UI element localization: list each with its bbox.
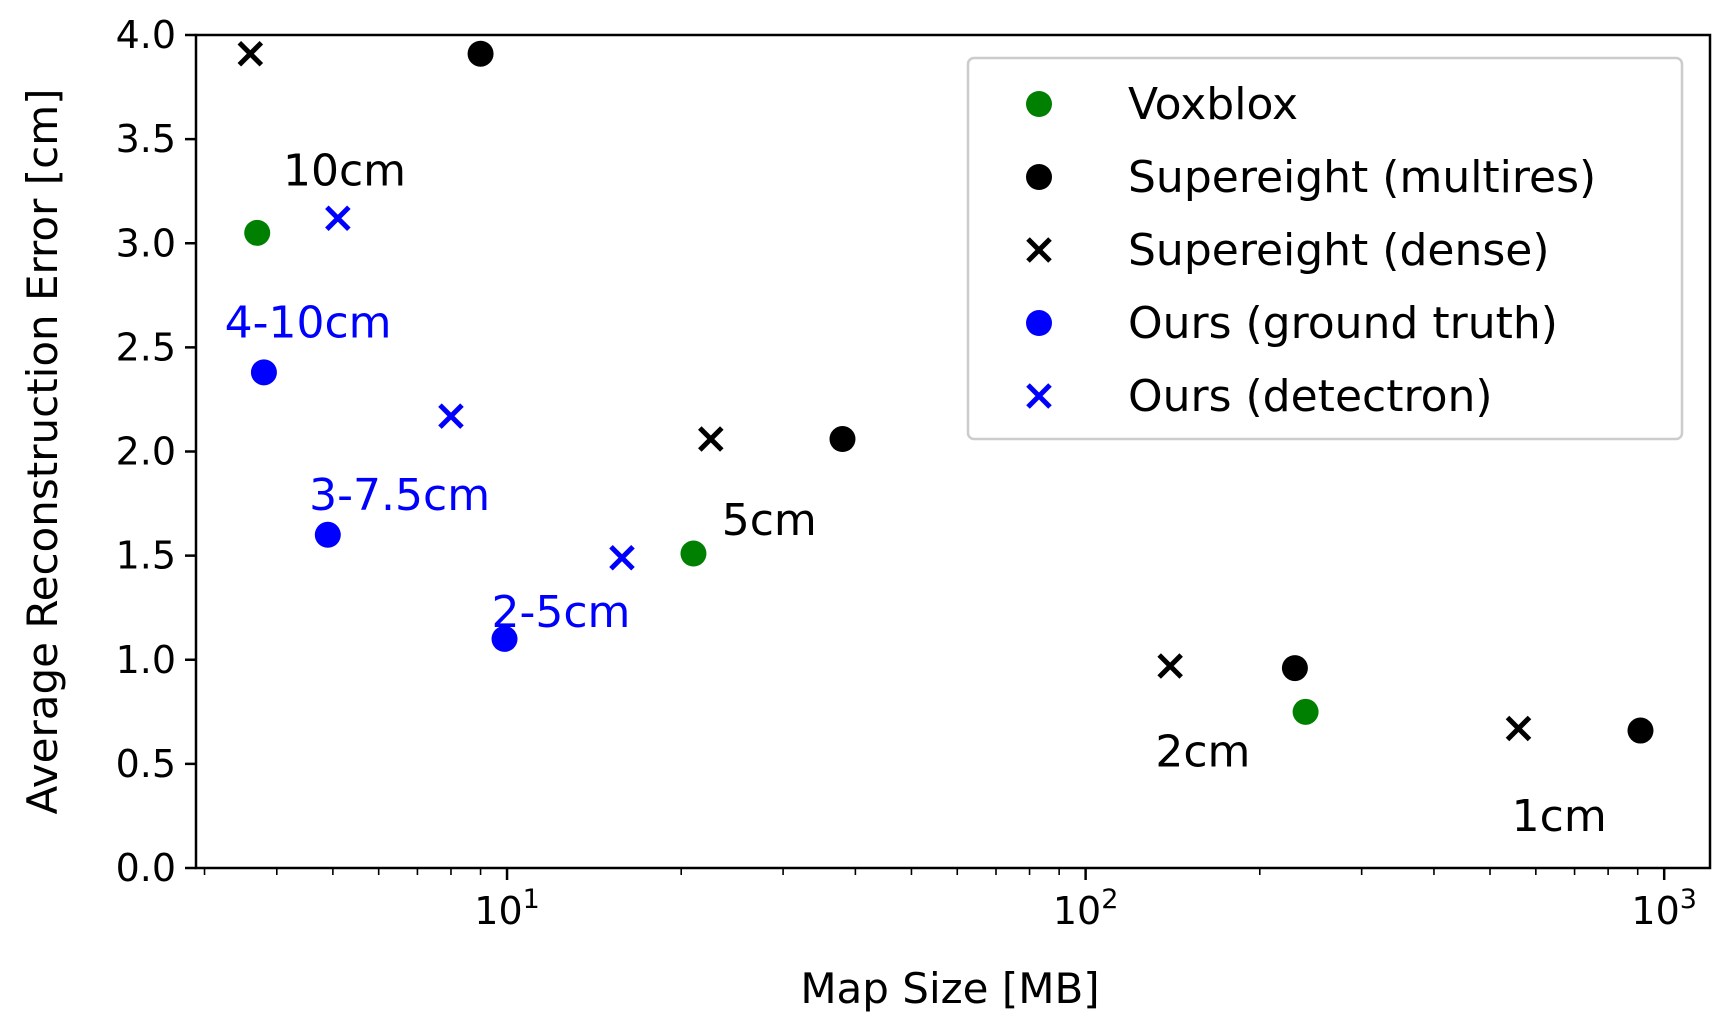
legend-label: Ours (detectron): [1128, 371, 1493, 422]
series-ours-ground-truth: [250, 359, 518, 652]
x-axis-label: Map Size [MB]: [800, 964, 1099, 1013]
annotation-label: 2-5cm: [491, 587, 630, 638]
y-tick-label: 3.0: [116, 221, 176, 265]
annotation-label: 5cm: [722, 495, 817, 546]
data-point-x: [438, 403, 464, 429]
series-supereight-multires: [467, 40, 1654, 744]
x-tick-exponent: 1: [523, 884, 540, 915]
data-point-circle: [680, 540, 707, 567]
x-tick-label: 101: [474, 884, 540, 933]
annotation-label: 2cm: [1155, 726, 1250, 777]
data-point-circle: [829, 426, 856, 453]
legend-label: Voxblox: [1128, 79, 1298, 130]
x-tick-label: 102: [1053, 884, 1119, 933]
data-point-x: [609, 544, 635, 571]
y-tick-label: 0.5: [116, 742, 176, 786]
data-point-circle: [1292, 698, 1319, 725]
legend-marker: [1026, 383, 1052, 409]
data-point-x: [237, 40, 264, 67]
data-point-circle: [314, 521, 341, 548]
x-tick-base: 10: [474, 889, 522, 933]
data-point-x: [1157, 653, 1183, 679]
x-tick-base: 10: [1631, 889, 1679, 933]
legend: Voxblox Supereight (multires) Supereight (…: [966, 56, 1684, 441]
data-point-x: [325, 205, 351, 232]
y-tick-label: 1.0: [116, 638, 176, 682]
y-tick-label: 2.0: [116, 430, 176, 474]
legend-label: Ours (ground truth): [1128, 298, 1558, 349]
legend-marker: [1026, 237, 1052, 263]
legend-box: [966, 56, 1684, 441]
x-tick-exponent: 3: [1680, 884, 1697, 915]
data-point-circle: [1627, 717, 1654, 744]
y-tick-label: 4.0: [116, 13, 176, 57]
x-tick-base: 10: [1053, 889, 1101, 933]
data-point-x: [698, 426, 724, 452]
series-voxblox: [244, 219, 1319, 725]
legend-marker: [1026, 164, 1052, 190]
series-ours-detectron: [325, 205, 635, 571]
x-tick-label: 103: [1631, 884, 1697, 933]
y-axis-label: Average Reconstruction Error [cm]: [18, 89, 67, 815]
x-tick-exponent: 2: [1101, 884, 1118, 915]
legend-label: Supereight (multires): [1128, 152, 1596, 203]
legend-marker: [1026, 310, 1052, 336]
data-point-circle: [467, 40, 494, 67]
y-tick-label: 1.5: [116, 534, 176, 578]
annotation-label: 10cm: [283, 145, 406, 196]
y-tick-label: 3.5: [116, 117, 176, 161]
y-tick-label: 0.0: [116, 846, 176, 890]
annotation-label: 1cm: [1512, 791, 1607, 842]
legend-marker: [1026, 91, 1052, 117]
data-point-circle: [250, 359, 277, 386]
annotation-label: 3-7.5cm: [309, 470, 490, 521]
annotation-label: 4-10cm: [225, 297, 392, 348]
y-tick-label: 2.5: [116, 325, 176, 369]
data-point-circle: [491, 625, 518, 652]
data-point-circle: [1281, 655, 1308, 682]
data-point-circle: [244, 219, 271, 246]
legend-label: Supereight (dense): [1128, 225, 1550, 276]
data-point-x: [1505, 715, 1532, 742]
series-supereight-dense: [237, 40, 1532, 742]
